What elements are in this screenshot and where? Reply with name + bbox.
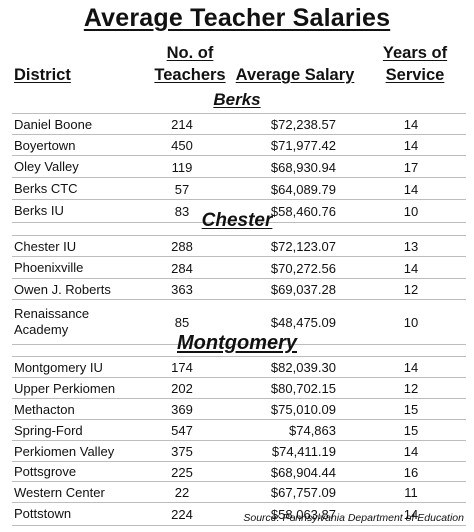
page-title: Average Teacher Salaries [83,4,391,32]
years-cell: 15 [403,402,419,417]
table-row: Renaissance Academy 85 $48,475.09 10 [12,299,466,345]
table-row: Pottstown 224 $58,063.87 14 [12,502,466,526]
district-cell: Boyertown [14,137,76,153]
salary-cell: $68,904.44 [270,464,336,480]
district-cell: Pottstown [14,506,72,521]
salary-cell: $72,123.07 [270,239,336,254]
teachers-cell: 83 [174,203,190,219]
section-title-montgomery: Montgomery [177,332,297,354]
district-cell: Berks CTC [14,181,78,196]
district-cell: Chester IU [14,238,77,254]
years-cell: 14 [403,444,419,459]
years-cell: 14 [403,181,419,197]
section-title-berks: Berks [213,90,261,109]
salary-cell: $58,460.76 [270,203,336,219]
district-cell: Berks IU [14,203,64,218]
years-cell: 12 [403,282,419,297]
teachers-cell: 288 [171,239,193,254]
teachers-cell: 369 [171,402,193,417]
section-title-chester: Chester [201,210,273,231]
years-cell: 12 [403,381,419,396]
table-row: Montgomery IU 174 $82,039.30 14 [12,356,466,378]
column-header-years: Years of Service [382,44,448,84]
years-cell: 14 [403,260,419,276]
teachers-cell: 225 [171,464,193,480]
table-row: Upper Perkiomen 202 $80,702.15 12 [12,377,466,399]
salary-cell: $67,757.09 [270,485,336,500]
column-header-salary: Average Salary [235,66,355,84]
table-row: Pottsgrove 225 $68,904.44 16 [12,461,466,482]
teachers-cell: 224 [171,506,193,522]
years-cell: 11 [404,485,418,500]
column-header-teachers: No. of Teachers [154,44,226,84]
table-row: Daniel Boone 214 $72,238.57 14 [12,113,466,135]
teachers-cell: 202 [171,381,193,396]
district-cell: Owen J. Roberts [14,281,111,297]
teachers-cell: 85 [174,314,190,330]
salary-cell: $72,238.57 [270,117,336,132]
teachers-cell: 174 [171,360,193,375]
table-row: Phoenixville 284 $70,272.56 14 [12,256,466,279]
teachers-cell: 450 [171,138,193,153]
salary-cell: $82,039.30 [270,360,336,375]
source-note: Source: Pennsylvania Department of Educa… [243,512,464,524]
table-row: Berks CTC 57 $64,089.79 14 [12,177,466,200]
teachers-cell: 363 [171,282,193,297]
years-cell: 16 [403,464,419,480]
district-cell: Western Center [14,484,105,500]
teachers-cell: 22 [174,485,190,500]
salary-cell: $64,089.79 [270,181,336,197]
district-cell: Upper Perkiomen [14,380,116,396]
teachers-cell: 547 [171,423,193,438]
column-header-district: District [14,66,71,84]
district-cell: Pottsgrove [14,464,77,479]
salary-cell: $80,702.15 [270,381,336,396]
teachers-cell: 57 [174,181,190,197]
table-row: Perkiomen Valley 375 $74,411.19 14 [12,440,466,462]
salary-cell: $48,475.09 [270,314,336,330]
years-cell: 14 [403,117,419,132]
table-row: Oley Valley 119 $68,930.94 17 [12,155,466,178]
salary-cell: $74,863 [289,423,336,438]
table-row: Boyertown 450 $71,977.42 14 [12,134,466,156]
salary-cell: $58,063.87 [270,506,336,522]
district-cell: Daniel Boone [14,116,93,132]
years-cell: 13 [403,239,419,254]
salary-cell: $68,930.94 [270,159,336,175]
district-cell: Spring-Ford [14,422,83,438]
teachers-cell: 284 [171,260,193,276]
district-cell: Montgomery IU [14,359,103,375]
salary-cell: $75,010.09 [270,402,336,417]
years-cell: 14 [403,506,419,522]
years-cell: 14 [403,360,419,375]
teachers-cell: 214 [171,117,193,132]
table-row: Chester IU 288 $72,123.07 13 [12,235,466,257]
years-cell: 10 [403,203,419,219]
salary-cell: $74,411.19 [271,444,336,459]
district-cell: Methacton [14,401,75,417]
salary-cell: $70,272.56 [270,260,336,276]
table-row: Berks IU 83 $58,460.76 10 [12,199,466,223]
salary-cell: $69,037.28 [270,282,336,297]
years-cell: 10 [403,314,419,330]
years-cell: 17 [403,159,419,175]
table-row: Methacton 369 $75,010.09 15 [12,398,466,420]
district-cell: Renaissance Academy [14,306,90,337]
salary-cell: $71,977.42 [270,138,336,153]
district-cell: Oley Valley [14,159,79,174]
table-row: Owen J. Roberts 363 $69,037.28 12 [12,278,466,300]
teachers-cell: 375 [171,444,193,459]
district-cell: Perkiomen Valley [14,443,115,459]
table-row: Spring-Ford 547 $74,863 15 [12,419,466,441]
teachers-cell: 119 [171,159,193,175]
years-cell: 15 [403,423,419,438]
district-cell: Phoenixville [14,260,84,275]
table-row: Western Center 22 $67,757.09 11 [12,481,466,503]
years-cell: 14 [403,138,419,153]
